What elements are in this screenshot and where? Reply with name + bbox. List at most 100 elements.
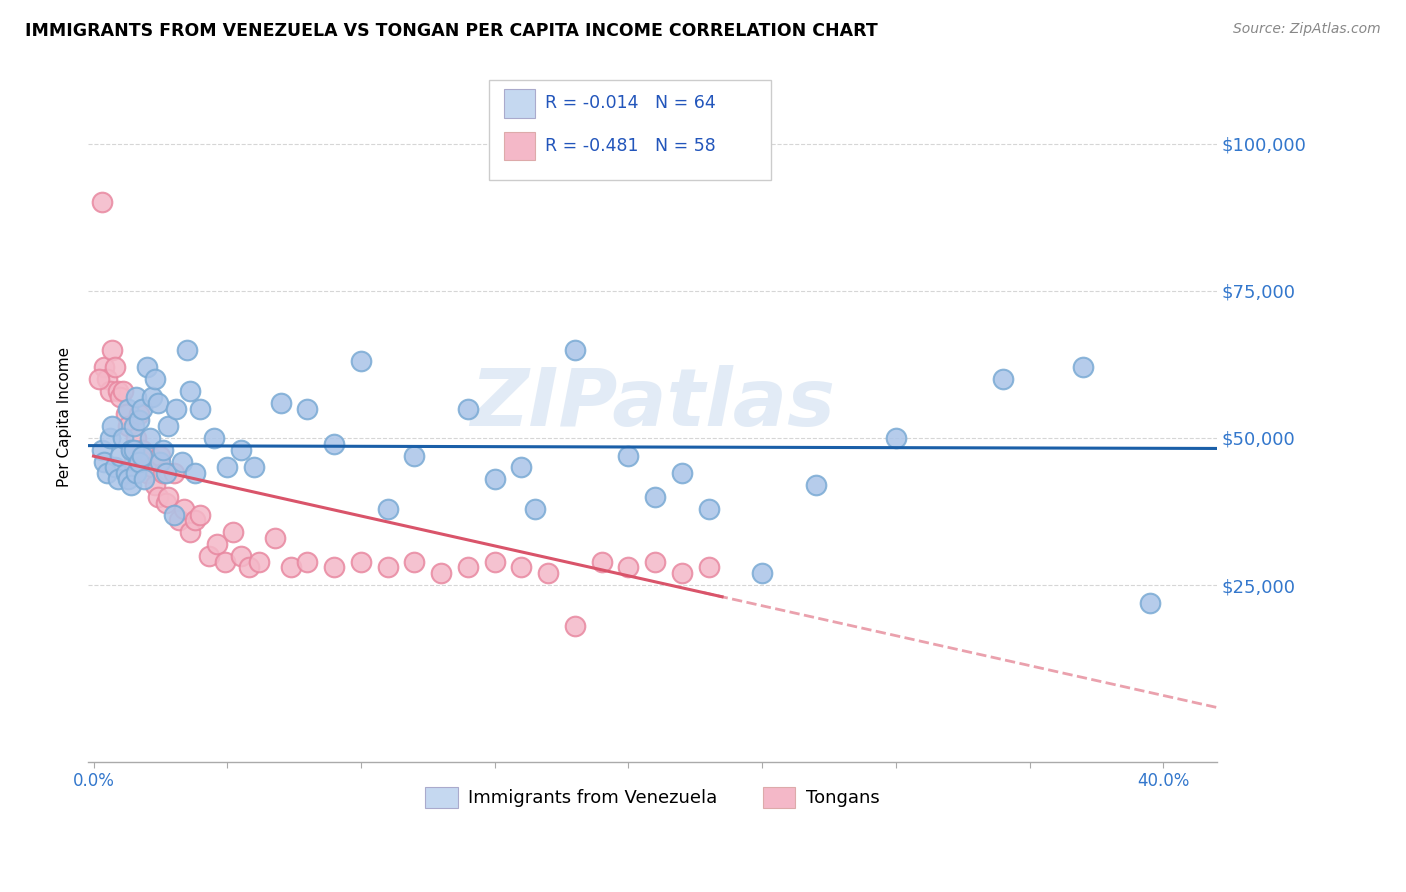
Point: [136, 467, 159, 481]
Point: [141, 390, 163, 404]
Point: [138, 431, 160, 445]
Bar: [503, 89, 536, 118]
Point: [214, 555, 236, 569]
Point: [247, 555, 270, 569]
Point: [229, 442, 252, 457]
Point: [671, 467, 693, 481]
Point: [138, 449, 160, 463]
Point: [167, 513, 190, 527]
Point: [125, 467, 148, 481]
Point: [617, 449, 640, 463]
Point: [157, 490, 180, 504]
Point: [170, 454, 193, 468]
Point: [128, 454, 150, 468]
Point: [125, 390, 148, 404]
Point: [591, 555, 613, 569]
Point: [176, 343, 198, 357]
Point: [98, 431, 121, 445]
Point: [104, 460, 127, 475]
Point: [229, 549, 252, 563]
Point: [221, 525, 243, 540]
Point: [111, 384, 134, 398]
Point: [523, 501, 546, 516]
Point: [564, 619, 586, 633]
Point: [152, 442, 174, 457]
Point: [179, 525, 201, 540]
Point: [205, 537, 228, 551]
Point: [457, 560, 479, 574]
Point: [117, 472, 139, 486]
Point: [184, 467, 207, 481]
Point: [143, 372, 166, 386]
Point: [155, 496, 177, 510]
Point: [510, 460, 533, 475]
Bar: [503, 131, 536, 161]
Point: [697, 501, 720, 516]
Y-axis label: Per Capita Income: Per Capita Income: [58, 347, 72, 487]
Point: [146, 395, 169, 409]
Point: [377, 501, 399, 516]
Text: R = -0.481   N = 58: R = -0.481 N = 58: [546, 137, 716, 155]
Point: [564, 343, 586, 357]
Point: [280, 560, 302, 574]
Point: [149, 449, 172, 463]
Text: IMMIGRANTS FROM VENEZUELA VS TONGAN PER CAPITA INCOME CORRELATION CHART: IMMIGRANTS FROM VENEZUELA VS TONGAN PER …: [25, 22, 879, 40]
Point: [110, 390, 132, 404]
Point: [128, 413, 150, 427]
Point: [404, 555, 426, 569]
Point: [120, 442, 142, 457]
Point: [537, 566, 560, 581]
Point: [243, 460, 266, 475]
Point: [350, 354, 373, 368]
Point: [163, 467, 186, 481]
Point: [350, 555, 373, 569]
Point: [101, 343, 124, 357]
Point: [617, 560, 640, 574]
Point: [141, 460, 163, 475]
Point: [217, 460, 239, 475]
Point: [377, 560, 399, 574]
Point: [131, 401, 153, 416]
Point: [184, 513, 207, 527]
Point: [122, 419, 145, 434]
Point: [697, 560, 720, 574]
Point: [165, 401, 187, 416]
FancyBboxPatch shape: [489, 80, 770, 180]
Point: [323, 560, 346, 574]
Point: [270, 395, 292, 409]
Point: [117, 419, 139, 434]
Point: [297, 401, 319, 416]
Point: [884, 431, 907, 445]
Point: [297, 555, 319, 569]
Point: [264, 531, 287, 545]
Point: [134, 472, 156, 486]
Point: [96, 372, 118, 386]
Point: [98, 384, 121, 398]
Point: [122, 454, 145, 468]
Point: [125, 431, 148, 445]
Point: [114, 467, 136, 481]
Point: [804, 478, 827, 492]
Point: [430, 566, 453, 581]
Point: [991, 372, 1014, 386]
Point: [128, 408, 150, 422]
Point: [117, 401, 139, 416]
Point: [484, 555, 506, 569]
Point: [404, 449, 426, 463]
Text: ZIPatlas: ZIPatlas: [470, 365, 835, 442]
Point: [190, 401, 212, 416]
Point: [93, 454, 115, 468]
Point: [146, 490, 169, 504]
Point: [120, 442, 142, 457]
Point: [107, 384, 129, 398]
Point: [90, 442, 112, 457]
Point: [110, 449, 132, 463]
Point: [134, 454, 156, 468]
Point: [202, 431, 225, 445]
Point: [163, 508, 186, 522]
Point: [1071, 360, 1094, 375]
Text: R = -0.014   N = 64: R = -0.014 N = 64: [546, 95, 716, 112]
Point: [120, 478, 142, 492]
Legend: Immigrants from Venezuela, Tongans: Immigrants from Venezuela, Tongans: [418, 780, 887, 814]
Point: [87, 372, 110, 386]
